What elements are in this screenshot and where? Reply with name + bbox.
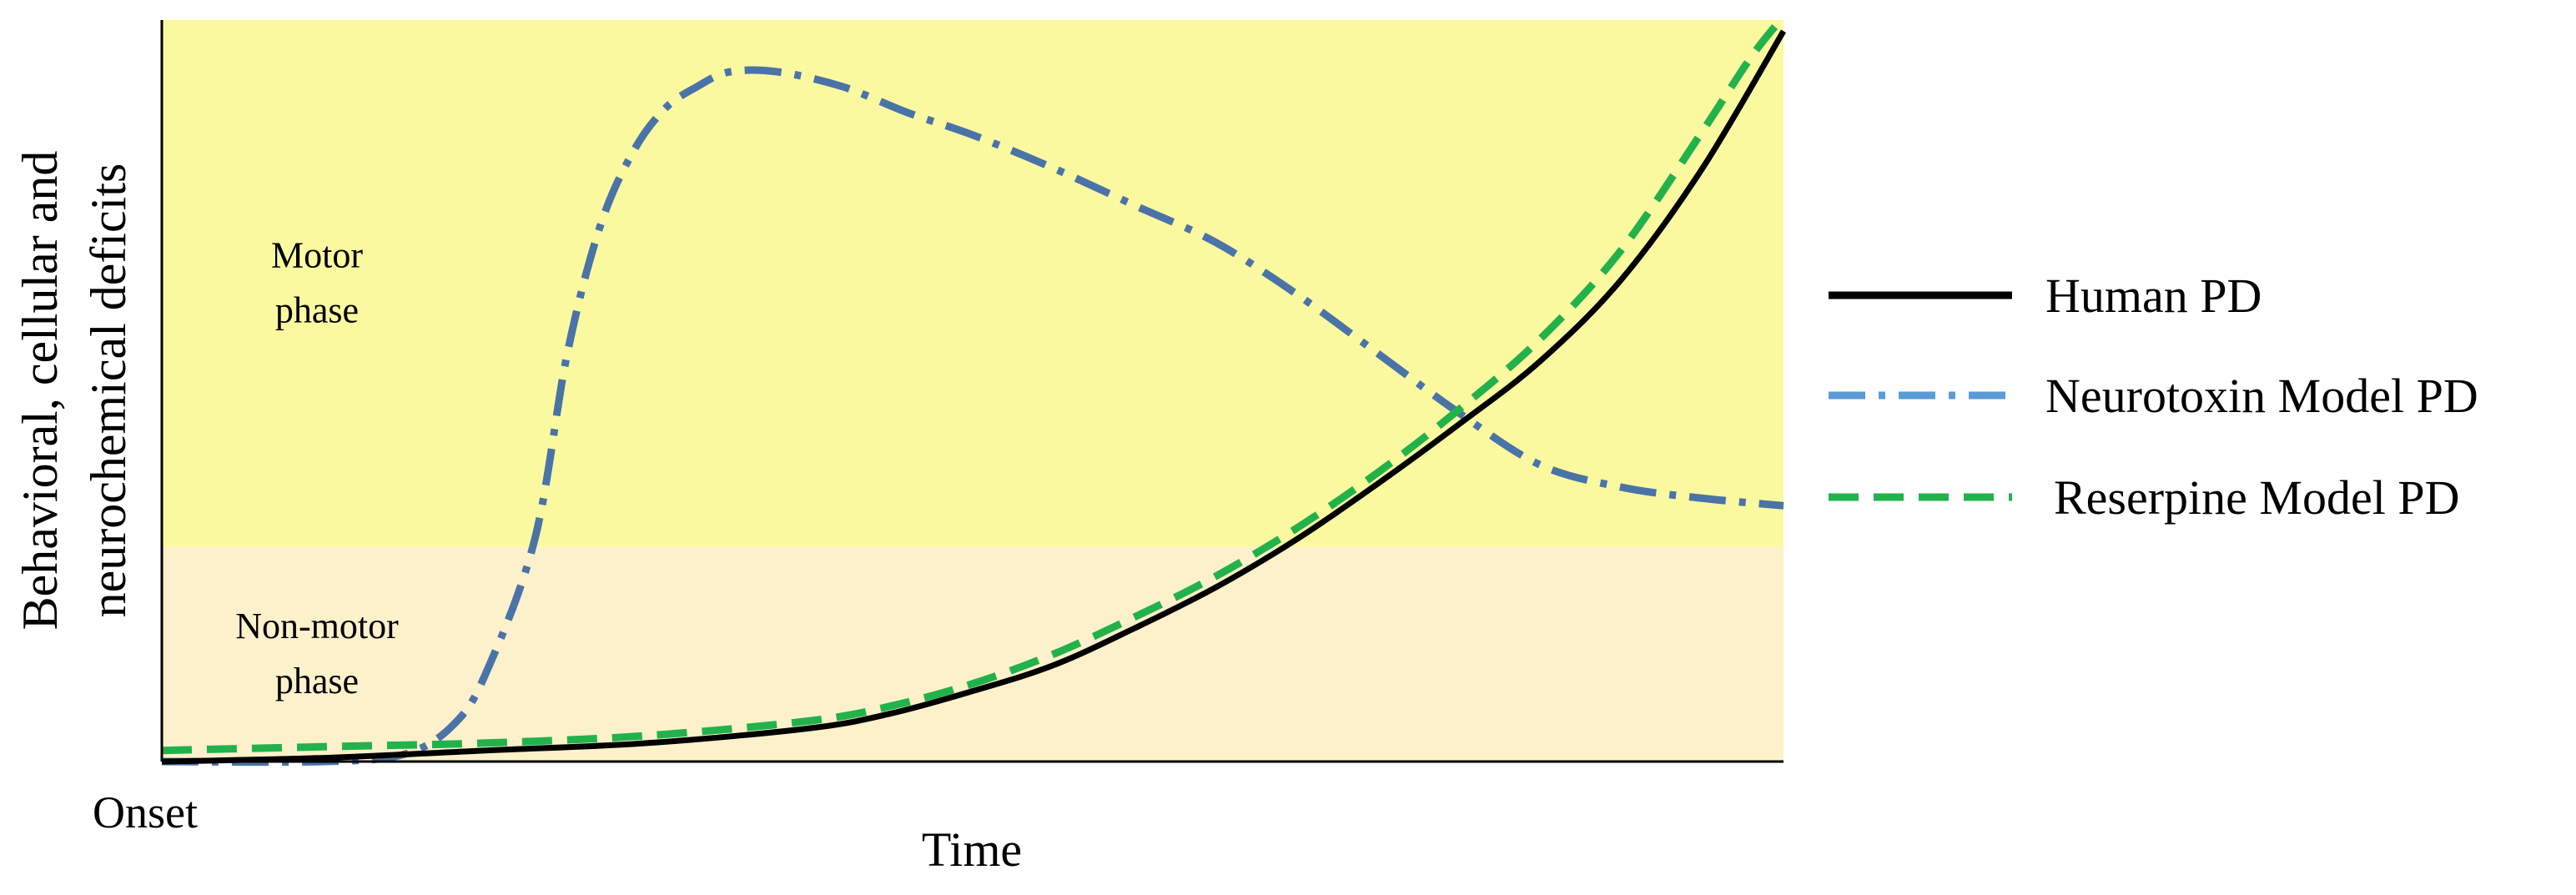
phase-labels: Non-motor phase Motor phase (235, 235, 399, 701)
y-axis-label-line-2: neurochemical deficits (81, 163, 136, 618)
x-start-label: Onset (93, 787, 198, 837)
series-line-reserpine-model-pd (161, 13, 1787, 755)
series-lines (161, 13, 1787, 767)
legend-label-neurotoxin-model-pd: Neurotoxin Model PD (2045, 369, 2478, 423)
region-label-1-line-0: Motor (271, 235, 363, 276)
legend: Human PD Neurotoxin Model PD Reserpine Mod… (1829, 269, 2478, 525)
series-line-human-pd (161, 29, 1787, 765)
legend-label-human-pd: Human PD (2045, 269, 2262, 323)
series-line-neurotoxin-model-pd (161, 66, 1784, 767)
region-label-0-line-0: Non-motor (235, 606, 399, 646)
x-axis-label: Time (922, 822, 1022, 877)
phase-regions (162, 20, 1784, 762)
legend-label-reserpine-model-pd: Reserpine Model PD (2054, 470, 2460, 525)
region-non-motor-phase (162, 546, 1784, 762)
y-axis-label-line-1: Behavioral, cellular and (13, 151, 68, 631)
region-label-1-line-1: phase (275, 290, 359, 331)
axes (160, 20, 1784, 763)
region-label-0-line-1: phase (275, 661, 359, 701)
region-motor-phase (162, 20, 1784, 547)
